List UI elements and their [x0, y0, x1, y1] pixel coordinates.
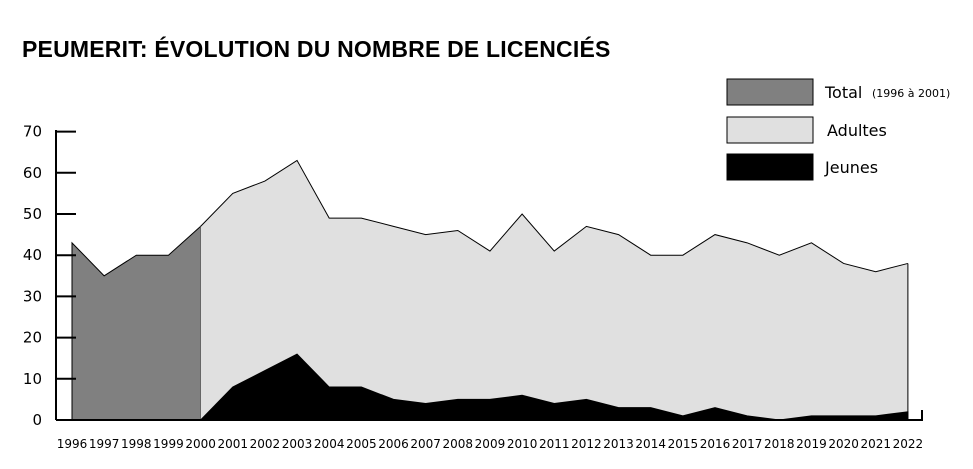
x-tick-label: 1996 — [57, 437, 88, 451]
x-tick-label: 2006 — [378, 437, 409, 451]
x-tick-label: 2019 — [796, 437, 827, 451]
legend-swatch-jeunes — [726, 153, 814, 181]
x-tick-label: 2001 — [217, 437, 248, 451]
legend-label-total: Total — [824, 83, 862, 102]
x-tick-label: 2022 — [893, 437, 924, 451]
x-tick-label: 2015 — [668, 437, 699, 451]
x-tick-label: 2017 — [732, 437, 763, 451]
series-jeunes-area — [199, 353, 909, 421]
legend-label-adultes: Adultes — [827, 121, 887, 140]
chart-axes — [55, 130, 923, 421]
series-adultes-line — [200, 159, 909, 273]
x-tick-label: 1997 — [89, 437, 120, 451]
chart-title: PEUMERIT: ÉVOLUTION DU NOMBRE DE LICENCI… — [22, 36, 611, 62]
x-tick-label: 2018 — [764, 437, 795, 451]
x-tick-label: 2014 — [635, 437, 666, 451]
legend-note: (1996 à 2001) — [872, 87, 950, 100]
legend-swatch-adultes — [726, 116, 814, 144]
x-tick-label: 2007 — [410, 437, 441, 451]
x-tick-label: 2009 — [475, 437, 506, 451]
x-tick-label: 2003 — [282, 437, 313, 451]
y-tick-label: 30 — [23, 287, 42, 305]
y-tick-label: 40 — [23, 246, 42, 264]
y-tick-label: 50 — [23, 205, 42, 223]
x-tick-label: 2020 — [828, 437, 859, 451]
y-tick-label: 0 — [32, 411, 42, 429]
x-tick-label: 2002 — [250, 437, 281, 451]
series-total-area — [71, 225, 202, 421]
chart-areas — [71, 159, 909, 421]
x-tick-label: 2008 — [443, 437, 474, 451]
y-tick-label: 60 — [23, 164, 42, 182]
y-tick-label: 10 — [23, 370, 42, 388]
y-tick-label: 20 — [23, 329, 42, 347]
x-tick-label: 2011 — [539, 437, 570, 451]
chart-legend: Total (1996 à 2001) Adultes Jeunes — [726, 78, 950, 181]
x-axis-labels: 1996 1997 1998 1999 2000 2001 2002 2003 2004 2005… — [57, 437, 923, 451]
x-tick-label: 2005 — [346, 437, 377, 451]
x-tick-label: 1998 — [121, 437, 152, 451]
x-tick-label: 2013 — [603, 437, 634, 451]
y-tick-label: 70 — [23, 123, 42, 141]
x-tick-label: 2021 — [860, 437, 891, 451]
series-adultes-area — [200, 160, 908, 420]
x-tick-label: 2004 — [314, 437, 345, 451]
x-tick-label: 2016 — [700, 437, 731, 451]
x-tick-label: 2012 — [571, 437, 602, 451]
x-tick-label: 1999 — [153, 437, 184, 451]
y-axis-labels: 0 10 20 30 40 50 60 70 — [23, 123, 42, 429]
x-tick-label: 2010 — [507, 437, 538, 451]
legend-swatch-total — [726, 78, 814, 106]
x-tick-label: 2000 — [185, 437, 216, 451]
legend-label-jeunes: Jeunes — [824, 158, 878, 177]
